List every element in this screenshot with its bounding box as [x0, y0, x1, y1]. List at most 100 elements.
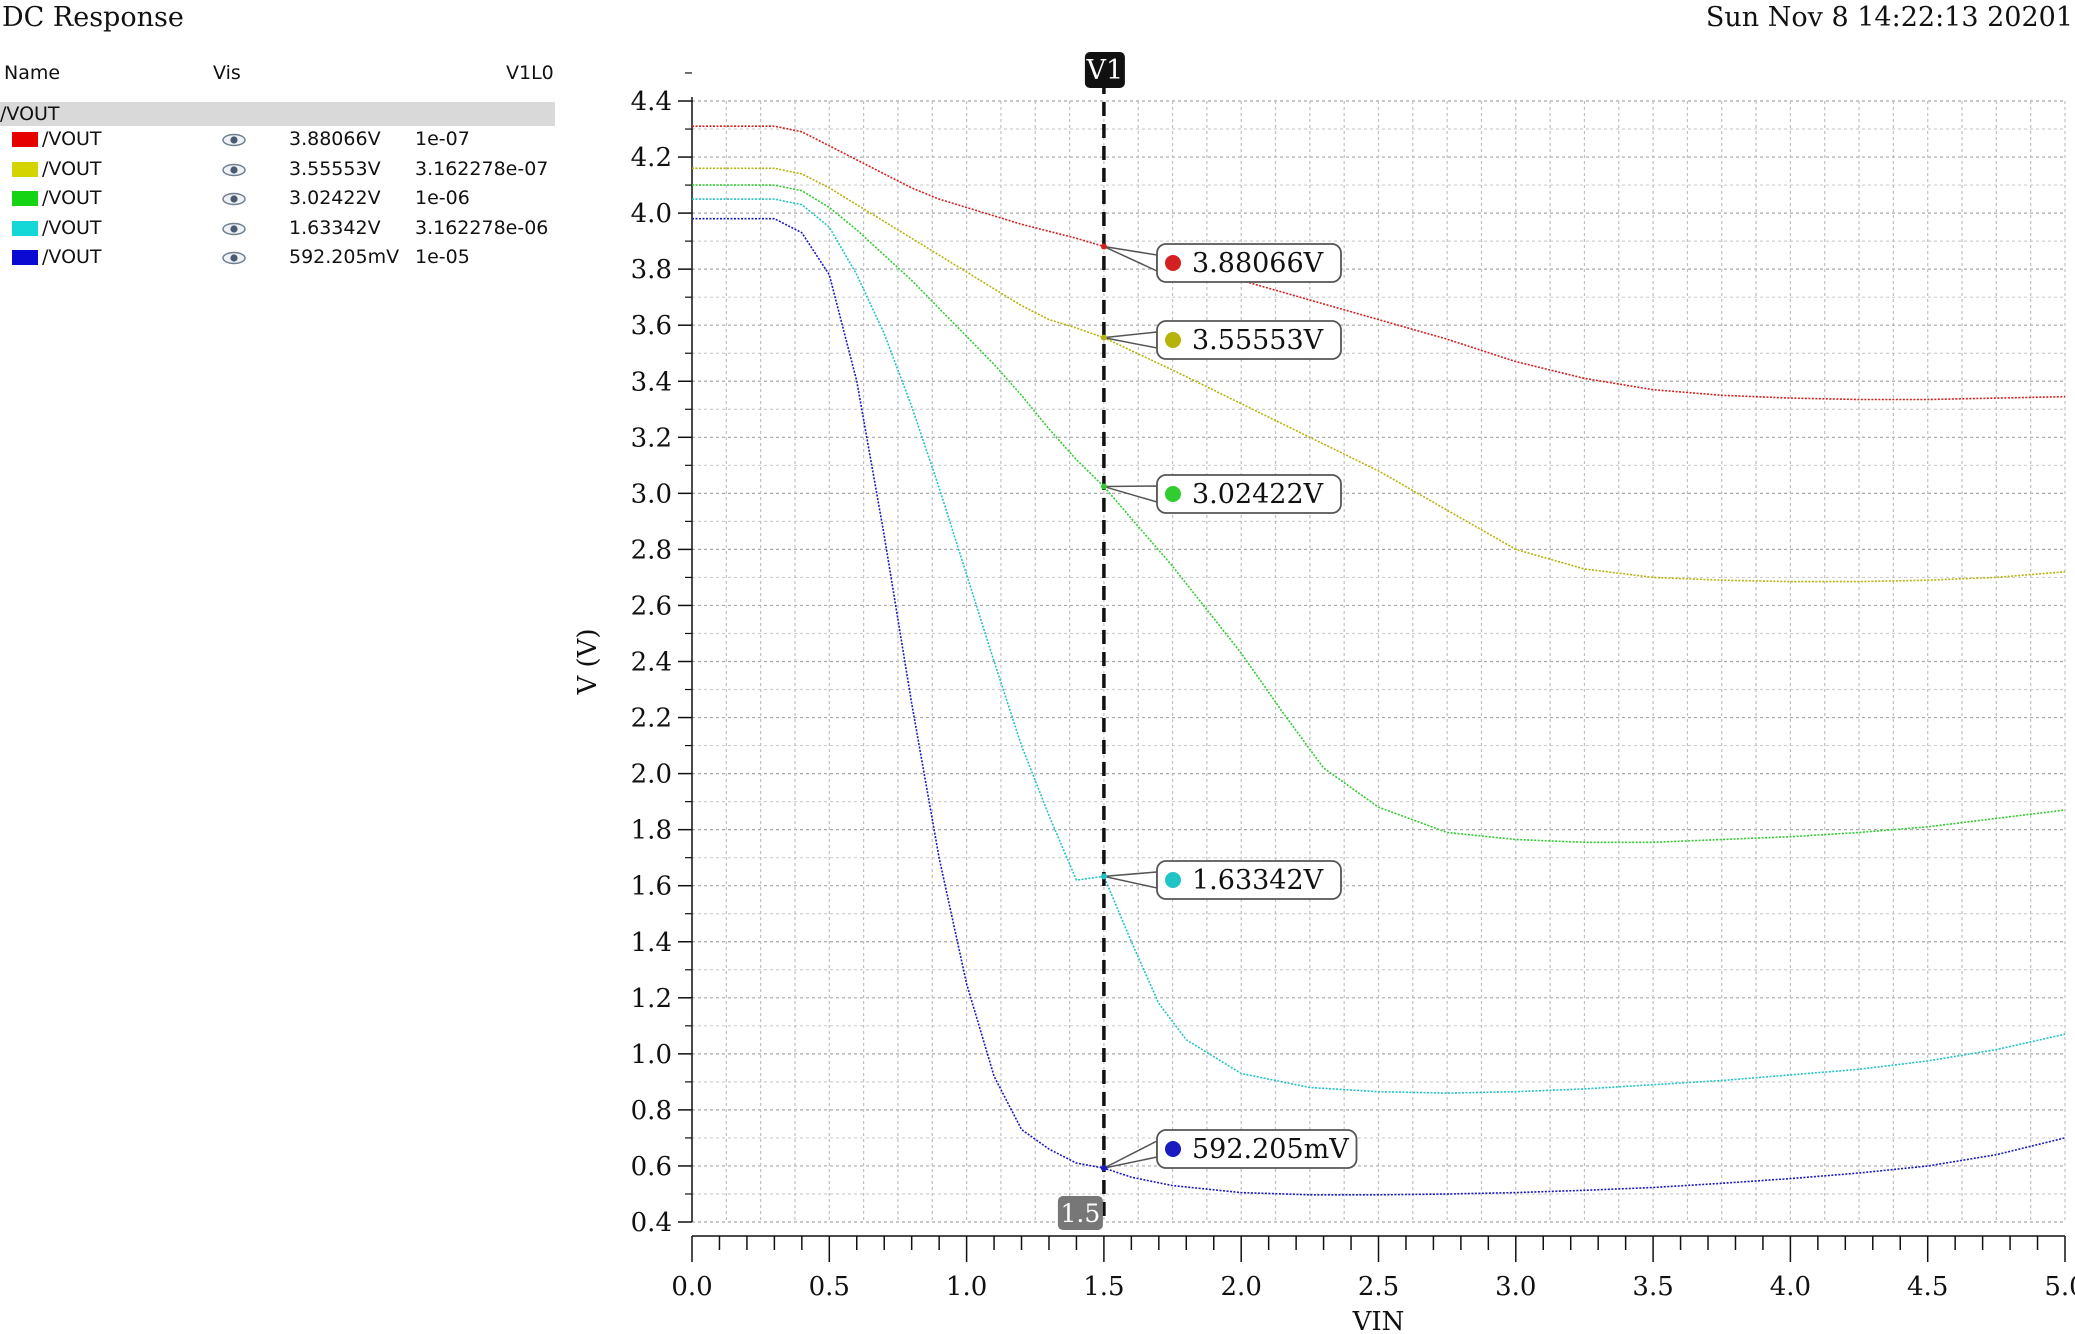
y-tick-label: 4.2 [631, 143, 672, 173]
legend-col-marker[interactable]: V1L0 [506, 62, 554, 84]
y-tick-label: 2.6 [631, 591, 672, 621]
y-tick-label: 3.8 [631, 255, 672, 285]
marker-value-label: 3.88066V [1192, 248, 1324, 279]
legend-signal-name: /VOUT [42, 157, 102, 180]
eye-icon[interactable] [222, 251, 246, 265]
marker-value-label: 1.63342V [1192, 865, 1324, 896]
legend-rows: /VOUT 3.88066V 1e-07/VOUT 3.55553V 3.162278e… [0, 126, 555, 274]
y-tick-label: 0.4 [631, 1208, 672, 1238]
eye-icon[interactable] [222, 163, 246, 177]
eye-icon[interactable] [222, 192, 246, 206]
legend-signal-name: /VOUT [42, 128, 102, 150]
marker-label-box[interactable] [1156, 243, 1342, 283]
legend-col-vis[interactable]: Vis [213, 62, 241, 84]
y-tick-label: 1.0 [631, 1040, 672, 1070]
y-tick-label: 2.0 [631, 760, 672, 790]
cursor-tag[interactable] [1084, 52, 1125, 88]
series-line-4[interactable] [692, 198, 2066, 1094]
legend-row[interactable]: /VOUT 3.88066V 1e-07 [0, 126, 555, 156]
x-tick-label: 0.0 [671, 1272, 712, 1302]
y-axis-title: V (V) [573, 628, 603, 695]
cursor-x-label: 1.5 [1061, 1199, 1101, 1228]
legend-marker-value: 1.63342V [289, 216, 381, 239]
eye-icon[interactable] [222, 133, 246, 147]
marker-pointer [1103, 245, 1158, 273]
x-tick-label: 1.5 [1083, 1272, 1124, 1302]
y-tick-label: 4.0 [631, 199, 672, 229]
x-tick-label: 3.0 [1495, 1272, 1536, 1302]
series-line-2[interactable] [692, 167, 2066, 583]
legend-signal-name: /VOUT [42, 246, 102, 268]
legend-marker-value: 3.02422V [289, 187, 381, 209]
eye-icon[interactable] [222, 222, 246, 236]
y-tick-label: 1.8 [631, 816, 672, 846]
legend-marker-value: 592.205mV [289, 246, 400, 268]
x-tick-label: 5.0 [2044, 1272, 2075, 1302]
y-tick-label: 0.6 [631, 1152, 672, 1182]
x-tick-label: 4.0 [1770, 1272, 1811, 1302]
legend-signal-name: /VOUT [42, 187, 102, 209]
cursor-x-badge [1057, 1196, 1103, 1230]
marker-pointer [1103, 485, 1158, 503]
marker-label-box[interactable] [1156, 320, 1342, 360]
legend-panel: Name Vis V1L0 /VOUT /VOUT 3.88066V 1e-07/V… [0, 62, 555, 274]
marker-value-label: 3.55553V [1192, 325, 1324, 356]
marker-point [1100, 243, 1107, 250]
legend-marker-value: 3.88066V [289, 128, 381, 150]
series-line-5[interactable] [692, 217, 2066, 1196]
legend-param-value: 3.162278e-06 [415, 216, 549, 239]
legend-header: Name Vis V1L0 [0, 62, 555, 92]
y-tick-label: 1.6 [631, 872, 672, 902]
y-tick-label: 3.2 [631, 423, 672, 453]
window-title: DC Response [2, 2, 184, 33]
marker-pointer [1103, 331, 1158, 349]
legend-group-label: /VOUT [0, 103, 60, 125]
x-tick-label: 4.5 [1907, 1272, 1948, 1302]
x-tick-label: 1.0 [946, 1272, 987, 1302]
x-tick-label: 2.0 [1221, 1272, 1262, 1302]
legend-param-value: 1e-06 [415, 187, 470, 209]
legend-param-value: 3.162278e-07 [415, 157, 549, 180]
marker-label-box[interactable] [1156, 474, 1342, 514]
y-tick-label: 3.4 [631, 367, 672, 397]
legend-group-header[interactable]: /VOUT [0, 102, 555, 126]
y-tick-label: 1.4 [631, 928, 672, 958]
y-tick-label: 3.6 [631, 311, 672, 341]
cursor-tag-label: V1 [1086, 55, 1124, 86]
y-tick-label: 2.8 [631, 535, 672, 565]
x-tick-label: 3.5 [1632, 1272, 1673, 1302]
marker-point [1100, 1165, 1107, 1172]
legend-col-name[interactable]: Name [4, 62, 61, 84]
series-color-swatch[interactable] [12, 161, 38, 177]
series-color-swatch[interactable] [12, 250, 38, 265]
series-color-swatch[interactable] [12, 132, 38, 147]
legend-row[interactable]: /VOUT 3.02422V 1e-06 [0, 185, 555, 215]
legend-marker-value: 3.55553V [289, 157, 381, 180]
legend-param-value: 1e-07 [415, 128, 470, 150]
y-tick-label: 3.0 [631, 479, 672, 509]
legend-signal-name: /VOUT [42, 216, 102, 239]
y-tick-label: 2.4 [631, 648, 672, 678]
marker-label-box[interactable] [1156, 1129, 1358, 1169]
marker-dot [1165, 332, 1181, 348]
y-tick-label: 2.2 [631, 704, 672, 734]
marker-pointer [1103, 1139, 1158, 1169]
x-tick-label: 0.5 [809, 1272, 850, 1302]
series-color-swatch[interactable] [12, 191, 38, 206]
legend-row[interactable]: /VOUT 1.63342V 3.162278e-06 [0, 215, 555, 245]
marker-dot [1165, 486, 1181, 502]
legend-row[interactable]: /VOUT 3.55553V 3.162278e-07 [0, 156, 555, 186]
legend-param-value: 1e-05 [415, 246, 470, 268]
marker-point [1100, 334, 1107, 341]
series-line-3[interactable] [692, 184, 2066, 844]
legend-row[interactable]: /VOUT 592.205mV 1e-05 [0, 244, 555, 274]
marker-dot [1165, 872, 1181, 888]
marker-value-label: 592.205mV [1192, 1134, 1349, 1165]
marker-label-box[interactable] [1156, 860, 1342, 900]
x-axis-title: VIN [1352, 1307, 1405, 1334]
series-color-swatch[interactable] [12, 220, 38, 236]
marker-dot [1165, 255, 1181, 271]
marker-value-label: 3.02422V [1192, 479, 1324, 510]
x-tick-label: 2.5 [1358, 1272, 1399, 1302]
